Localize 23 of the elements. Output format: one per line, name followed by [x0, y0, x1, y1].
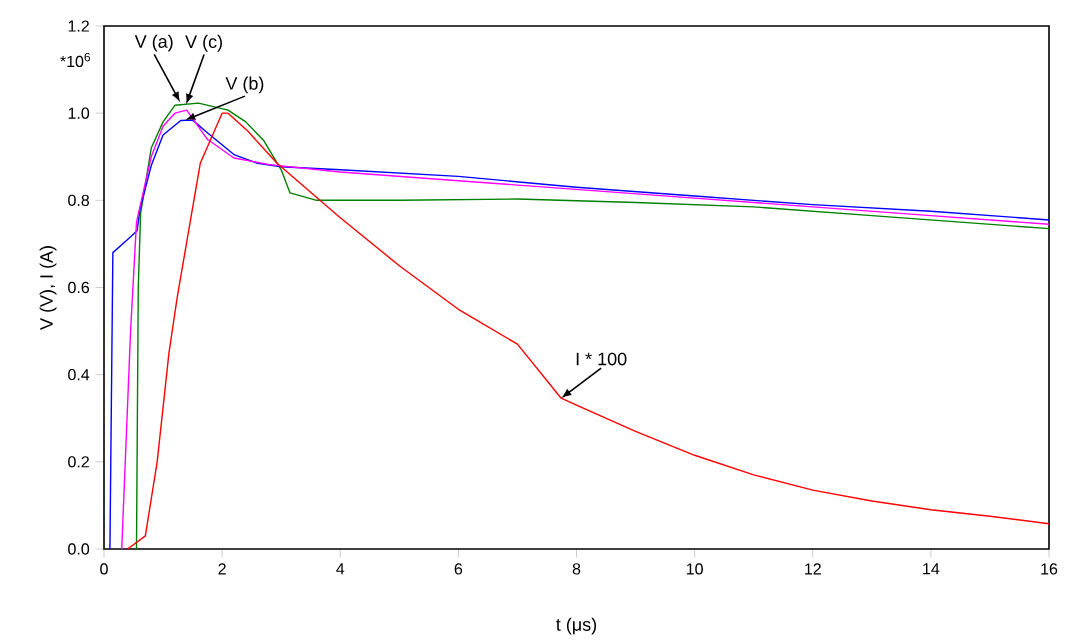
y-tick-label: 0.0: [68, 543, 90, 555]
x-tick-label: 4: [336, 563, 345, 575]
y-axis-title: V (V), I (A): [39, 246, 57, 330]
y-tick-label: 0.6: [68, 281, 90, 294]
annotation: V (c): [185, 34, 222, 52]
x-axis-title: t (μs): [556, 617, 597, 635]
y-tick-label: 0.8: [68, 194, 90, 206]
x-tick-label: 6: [454, 563, 463, 575]
x-tick-label: 0: [100, 563, 108, 575]
x-tick-label: 12: [805, 563, 821, 575]
y-tick-label: 1.0: [68, 107, 90, 119]
x-tick-label: 8: [572, 563, 581, 575]
y-tick-label: 0.2: [68, 456, 89, 468]
x-tick-label: 16: [1041, 563, 1058, 575]
annotation: V (a): [134, 34, 173, 52]
y-tick-label: 1.2: [68, 20, 89, 32]
y-tick-label: 0.4: [68, 368, 90, 381]
x-tick-label: 10: [686, 563, 703, 575]
x-tick-label: 2: [218, 563, 226, 575]
text: *10$^{6}$: [60, 52, 91, 68]
annotation: V (b): [225, 76, 264, 94]
annotation: I * 100: [576, 352, 627, 366]
x-tick-label: 14: [923, 563, 940, 575]
